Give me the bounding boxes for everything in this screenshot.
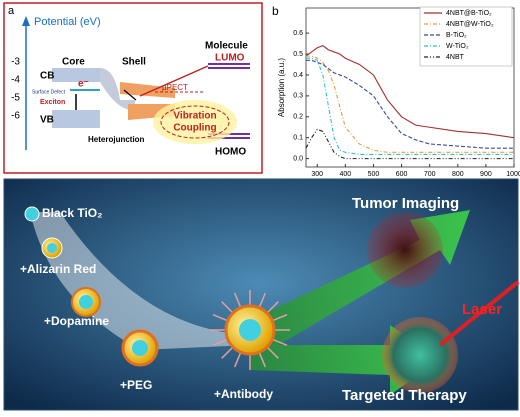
- spike: [212, 338, 229, 347]
- step-label: +Alizarin Red: [20, 262, 96, 276]
- spike: [212, 313, 229, 322]
- tumor-therapy: [382, 317, 458, 393]
- cb-label: CB: [40, 71, 54, 82]
- y-tick-label: 0.6: [293, 30, 303, 37]
- legend-label: B-TiO₂: [446, 32, 467, 39]
- step-label: +Antibody: [214, 387, 273, 401]
- tick-label: -5: [11, 93, 20, 104]
- spike: [258, 292, 267, 309]
- legend-box: [419, 6, 513, 67]
- tick-label: -4: [11, 75, 20, 86]
- y-tick-label: 0.0: [293, 155, 303, 162]
- spike: [233, 351, 242, 368]
- y-tick-label: 0.3: [293, 93, 303, 100]
- legend-label: 4NBT@B-TiO₂: [446, 10, 492, 17]
- vibration-label: Vibration: [173, 111, 216, 122]
- spike: [266, 301, 279, 314]
- transfer-arrow: [139, 65, 209, 97]
- panel-label: b: [272, 4, 279, 18]
- defect-label: Surface Defect: [32, 89, 66, 95]
- x-tick-label: 1000: [506, 171, 520, 178]
- coupling-ellipse: [160, 105, 230, 139]
- antibody-spikes: [210, 290, 290, 370]
- molecule-label: Molecule: [205, 41, 248, 52]
- tick-label: -6: [11, 111, 20, 122]
- lumo-label: LUMO: [215, 53, 245, 64]
- core-label: Core: [62, 57, 85, 68]
- x-tick-label: 400: [340, 171, 352, 178]
- series-line: [305, 128, 514, 160]
- series-line: [306, 55, 514, 153]
- x-tick-label: 700: [424, 171, 436, 178]
- spike: [233, 292, 242, 309]
- nanoparticle: [24, 206, 40, 222]
- vb-label: VB: [40, 115, 54, 126]
- spike: [221, 346, 234, 359]
- legend-label: W-TiO₂: [446, 43, 469, 50]
- laser-beam: [438, 280, 520, 347]
- y-tick-label: 0.4: [293, 72, 303, 79]
- x-tick-label: 600: [396, 171, 408, 178]
- exciton-label: Exciton: [40, 99, 65, 106]
- nanoparticle-core: [47, 243, 57, 253]
- spike: [271, 338, 288, 347]
- series-line: [305, 45, 515, 139]
- vb-band: [52, 110, 100, 128]
- y-tick-label: 0.5: [293, 51, 303, 58]
- shell-label: Shell: [122, 57, 146, 68]
- y-tick-label: 0.2: [293, 114, 303, 121]
- arrow: [123, 89, 137, 101]
- tumor-imaging: [367, 212, 443, 288]
- nanoparticle-core: [132, 340, 148, 356]
- x-tick-label: 800: [452, 171, 464, 178]
- shell-band: [100, 68, 135, 111]
- legend-label: 4NBT: [446, 54, 465, 61]
- y-tick-label: 0.1: [293, 135, 303, 142]
- path-band: [30, 212, 250, 350]
- panel-b: b 0.0 0.1 0.2 0.3 0.4 0.5 0.6 300 400 500 600 700 800…: [272, 4, 520, 187]
- heterojunction-label: Heterojunction: [88, 135, 145, 144]
- spike: [266, 346, 279, 359]
- nanoparticle-core: [239, 319, 261, 341]
- spike: [221, 301, 234, 314]
- panel-label: a: [8, 5, 15, 17]
- shell-band: [120, 82, 175, 98]
- step-label: +PEG: [120, 378, 152, 392]
- series-line: [306, 59, 514, 149]
- legend-label: 4NBT@W-TiO₂: [446, 21, 494, 28]
- spike: [258, 351, 267, 368]
- cb-band: [52, 68, 100, 82]
- outcome-label: Targeted Therapy: [342, 387, 467, 404]
- x-tick-label: 500: [368, 171, 380, 178]
- outcome-label: Tumor Imaging: [352, 195, 459, 212]
- coupling-glow: [153, 100, 237, 144]
- x-tick-label: 900: [480, 171, 492, 178]
- step-label: Black TiO₂: [42, 206, 102, 220]
- axis-arrow: [22, 16, 30, 26]
- mu-label: μPECT: [162, 83, 188, 92]
- plot-frame: [305, 7, 515, 168]
- series-line: [306, 57, 514, 155]
- axis-title: Potential (eV): [34, 16, 101, 28]
- x-tick-label: 300: [311, 171, 323, 178]
- step-label: +Dopamine: [44, 314, 109, 328]
- panel-c: Black TiO₂ +Alizarin Red +Dopamine +PEG …: [3, 178, 520, 411]
- homo-label: HOMO: [215, 147, 246, 158]
- spike: [271, 313, 288, 322]
- panel-a: a Potential (eV) -3 -4 -5 -6 CB VB Core …: [3, 2, 263, 174]
- tick-label: -3: [11, 57, 20, 68]
- laser-label: Laser: [462, 301, 502, 318]
- y-axis-title: Absorption (a.u.): [277, 58, 286, 117]
- coupling-label: Coupling: [173, 123, 216, 134]
- nanoparticle-core: [79, 295, 93, 309]
- electron-label: e⁻: [78, 79, 89, 90]
